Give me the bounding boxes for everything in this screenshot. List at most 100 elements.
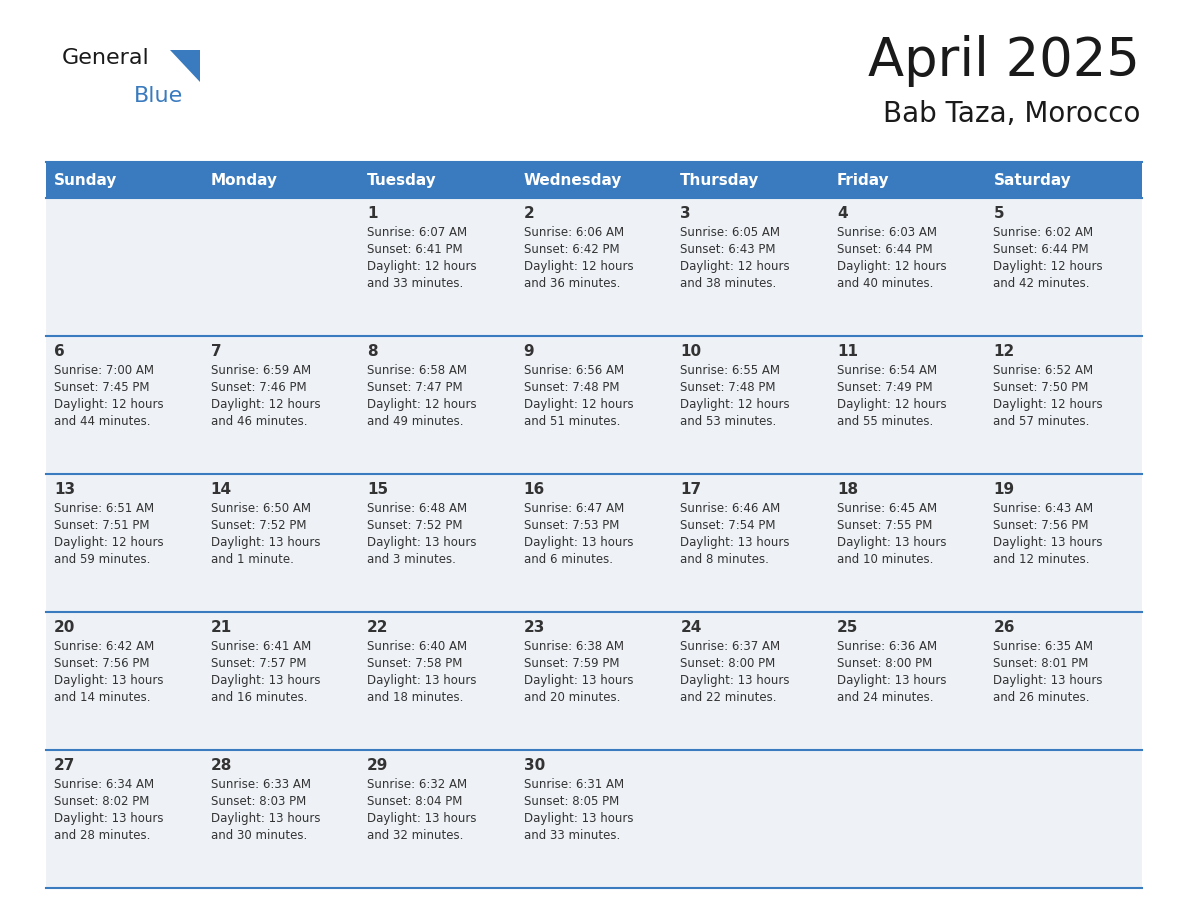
Text: and 12 minutes.: and 12 minutes. [993, 553, 1089, 566]
Text: 14: 14 [210, 482, 232, 497]
Polygon shape [170, 50, 200, 82]
Bar [985, 750, 1142, 888]
Text: Sunset: 6:44 PM: Sunset: 6:44 PM [993, 243, 1089, 256]
Text: Sunrise: 6:06 AM: Sunrise: 6:06 AM [524, 226, 624, 239]
Text: Sunset: 7:46 PM: Sunset: 7:46 PM [210, 381, 307, 394]
Bar [672, 474, 829, 612]
Text: Daylight: 12 hours: Daylight: 12 hours [367, 398, 476, 411]
Text: Sunset: 8:00 PM: Sunset: 8:00 PM [681, 657, 776, 670]
Text: Sunset: 7:45 PM: Sunset: 7:45 PM [53, 381, 150, 394]
Bar [829, 336, 985, 474]
Text: Daylight: 12 hours: Daylight: 12 hours [993, 398, 1102, 411]
Text: and 42 minutes.: and 42 minutes. [993, 277, 1089, 290]
Text: Daylight: 13 hours: Daylight: 13 hours [524, 536, 633, 549]
Text: Sunrise: 6:32 AM: Sunrise: 6:32 AM [367, 778, 467, 791]
Text: 20: 20 [53, 620, 75, 635]
Text: Sunrise: 6:05 AM: Sunrise: 6:05 AM [681, 226, 781, 239]
Text: and 30 minutes.: and 30 minutes. [210, 829, 307, 842]
Bar [359, 336, 516, 474]
Text: 29: 29 [367, 758, 388, 773]
Text: Sunrise: 6:07 AM: Sunrise: 6:07 AM [367, 226, 467, 239]
Text: Sunset: 7:58 PM: Sunset: 7:58 PM [367, 657, 462, 670]
Text: Daylight: 13 hours: Daylight: 13 hours [524, 674, 633, 687]
Bar [516, 336, 672, 474]
Text: Sunset: 7:57 PM: Sunset: 7:57 PM [210, 657, 307, 670]
Text: Sunrise: 6:03 AM: Sunrise: 6:03 AM [836, 226, 937, 239]
Text: Sunset: 7:50 PM: Sunset: 7:50 PM [993, 381, 1089, 394]
Text: and 18 minutes.: and 18 minutes. [367, 691, 463, 704]
Text: Daylight: 12 hours: Daylight: 12 hours [836, 398, 947, 411]
Text: and 22 minutes.: and 22 minutes. [681, 691, 777, 704]
Text: 3: 3 [681, 206, 691, 221]
Text: Daylight: 13 hours: Daylight: 13 hours [993, 536, 1102, 549]
Text: Sunrise: 6:48 AM: Sunrise: 6:48 AM [367, 502, 467, 515]
Text: 25: 25 [836, 620, 858, 635]
Bar [672, 336, 829, 474]
Text: Sunrise: 6:50 AM: Sunrise: 6:50 AM [210, 502, 310, 515]
Text: 27: 27 [53, 758, 75, 773]
Text: Sunset: 8:04 PM: Sunset: 8:04 PM [367, 795, 462, 808]
Text: and 14 minutes.: and 14 minutes. [53, 691, 151, 704]
Text: and 38 minutes.: and 38 minutes. [681, 277, 777, 290]
Text: Daylight: 12 hours: Daylight: 12 hours [993, 260, 1102, 273]
Text: 5: 5 [993, 206, 1004, 221]
Text: Sunset: 8:00 PM: Sunset: 8:00 PM [836, 657, 933, 670]
Text: Sunday: Sunday [53, 173, 118, 187]
Bar [46, 750, 203, 888]
Text: Sunrise: 6:37 AM: Sunrise: 6:37 AM [681, 640, 781, 653]
Text: Sunset: 7:55 PM: Sunset: 7:55 PM [836, 519, 933, 532]
Bar [359, 612, 516, 750]
Text: Daylight: 12 hours: Daylight: 12 hours [367, 260, 476, 273]
Text: Daylight: 13 hours: Daylight: 13 hours [367, 812, 476, 825]
Bar [672, 198, 829, 336]
Text: Daylight: 13 hours: Daylight: 13 hours [367, 536, 476, 549]
Text: Daylight: 12 hours: Daylight: 12 hours [836, 260, 947, 273]
Text: Sunrise: 6:34 AM: Sunrise: 6:34 AM [53, 778, 154, 791]
Text: Daylight: 13 hours: Daylight: 13 hours [681, 536, 790, 549]
Text: Friday: Friday [836, 173, 890, 187]
Text: and 8 minutes.: and 8 minutes. [681, 553, 769, 566]
Bar [516, 474, 672, 612]
Text: Sunset: 7:47 PM: Sunset: 7:47 PM [367, 381, 463, 394]
Text: Sunrise: 6:56 AM: Sunrise: 6:56 AM [524, 364, 624, 377]
Text: Sunset: 6:42 PM: Sunset: 6:42 PM [524, 243, 619, 256]
Text: Sunset: 8:02 PM: Sunset: 8:02 PM [53, 795, 150, 808]
Text: Tuesday: Tuesday [367, 173, 437, 187]
Text: Monday: Monday [210, 173, 278, 187]
Text: 6: 6 [53, 344, 65, 359]
Text: April 2025: April 2025 [868, 35, 1140, 87]
Text: 10: 10 [681, 344, 701, 359]
Text: Sunset: 7:49 PM: Sunset: 7:49 PM [836, 381, 933, 394]
Text: Daylight: 12 hours: Daylight: 12 hours [210, 398, 321, 411]
Text: Sunrise: 6:55 AM: Sunrise: 6:55 AM [681, 364, 781, 377]
Bar [46, 612, 203, 750]
Bar [203, 198, 359, 336]
Text: 13: 13 [53, 482, 75, 497]
Text: Sunrise: 7:00 AM: Sunrise: 7:00 AM [53, 364, 154, 377]
Text: 30: 30 [524, 758, 545, 773]
Text: 12: 12 [993, 344, 1015, 359]
Text: Daylight: 13 hours: Daylight: 13 hours [524, 812, 633, 825]
Text: Sunset: 6:43 PM: Sunset: 6:43 PM [681, 243, 776, 256]
Text: Sunrise: 6:42 AM: Sunrise: 6:42 AM [53, 640, 154, 653]
Bar [672, 612, 829, 750]
Text: Sunset: 7:54 PM: Sunset: 7:54 PM [681, 519, 776, 532]
Text: and 55 minutes.: and 55 minutes. [836, 415, 933, 428]
Text: and 51 minutes.: and 51 minutes. [524, 415, 620, 428]
Bar [46, 336, 203, 474]
Text: 16: 16 [524, 482, 545, 497]
Text: 17: 17 [681, 482, 701, 497]
Text: Sunrise: 6:51 AM: Sunrise: 6:51 AM [53, 502, 154, 515]
Text: Daylight: 13 hours: Daylight: 13 hours [53, 812, 164, 825]
Text: and 6 minutes.: and 6 minutes. [524, 553, 613, 566]
Text: and 32 minutes.: and 32 minutes. [367, 829, 463, 842]
Bar [985, 162, 1142, 198]
Text: and 46 minutes.: and 46 minutes. [210, 415, 307, 428]
Bar [672, 162, 829, 198]
Text: and 49 minutes.: and 49 minutes. [367, 415, 463, 428]
Text: Daylight: 13 hours: Daylight: 13 hours [681, 674, 790, 687]
Text: Sunset: 8:03 PM: Sunset: 8:03 PM [210, 795, 305, 808]
Text: Saturday: Saturday [993, 173, 1072, 187]
Text: Sunrise: 6:02 AM: Sunrise: 6:02 AM [993, 226, 1093, 239]
Text: and 3 minutes.: and 3 minutes. [367, 553, 456, 566]
